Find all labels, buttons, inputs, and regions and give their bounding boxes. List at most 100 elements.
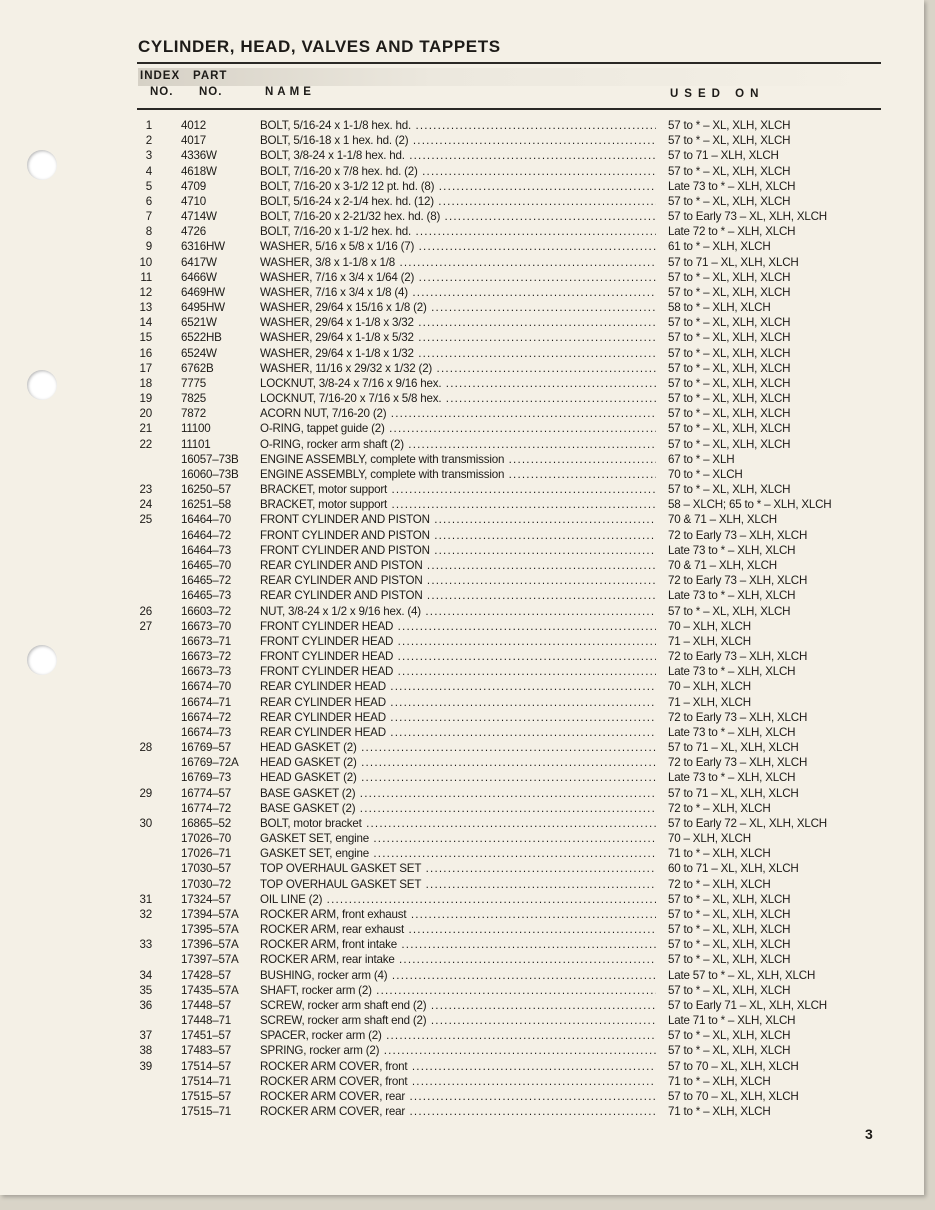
part-no: 17435–57A <box>181 983 239 997</box>
used-on: 71 to * – XLH, XLCH <box>668 1105 771 1119</box>
part-name: O-RING, rocker arm shaft (2) <box>260 437 656 452</box>
table-row: 17448–71 SCREW, rocker arm shaft end (2) L… <box>0 1013 924 1028</box>
part-no: 4709 <box>181 179 206 193</box>
part-name: SCREW, rocker arm shaft end (2) <box>260 998 656 1013</box>
header-name: NAME <box>265 86 315 98</box>
part-name: HEAD GASKET (2) <box>260 755 656 770</box>
used-on: 57 to 71 – XLH, XLCH <box>668 149 779 163</box>
index-no: 23 <box>139 483 153 497</box>
part-no: 16774–72 <box>181 801 231 815</box>
used-on: 57 to * – XL, XLH, XLCH <box>668 1029 791 1043</box>
index-no: 39 <box>139 1059 153 1073</box>
used-on: Late 73 to * – XLH, XLCH <box>668 665 796 679</box>
part-no: 16060–73B <box>181 467 239 481</box>
part-name: BOLT, 7/16-20 x 2-21/32 hex. hd. (8) <box>260 209 656 224</box>
part-no: 6469HW <box>181 285 225 299</box>
part-name: REAR CYLINDER HEAD <box>260 695 656 710</box>
used-on: 70 – XLH, XLCH <box>668 680 751 694</box>
index-no: 13 <box>139 301 153 315</box>
part-name: WASHER, 7/16 x 3/4 x 1/8 (4) <box>260 285 656 300</box>
index-no: 32 <box>139 907 153 921</box>
index-no: 3 <box>145 149 152 163</box>
part-no: 4336W <box>181 149 217 163</box>
table-row: 18 7775 LOCKNUT, 3/8-24 x 7/16 x 9/16 hex.… <box>0 376 924 391</box>
table-row: 21 11100 O-RING, tappet guide (2) 57 to * –… <box>0 421 924 436</box>
part-name: WASHER, 29/64 x 1-1/8 x 5/32 <box>260 330 656 345</box>
used-on: 57 to Early 73 – XL, XLH, XLCH <box>668 210 827 224</box>
part-name: HEAD GASKET (2) <box>260 740 656 755</box>
table-row: 17515–57 ROCKER ARM COVER, rear 57 to 70 –… <box>0 1089 924 1104</box>
page-title: CYLINDER, HEAD, VALVES AND TAPPETS <box>138 37 501 56</box>
used-on: Late 72 to * – XLH, XLCH <box>668 225 796 239</box>
part-name: TOP OVERHAUL GASKET SET <box>260 861 656 876</box>
used-on: 57 to 70 – XL, XLH, XLCH <box>668 1059 799 1073</box>
table-row: 5 4709 BOLT, 7/16-20 x 3-1/2 12 pt. hd. (8… <box>0 179 924 194</box>
part-name: GASKET SET, engine <box>260 846 656 861</box>
table-row: 11 6466W WASHER, 7/16 x 3/4 x 1/64 (2) 57 t… <box>0 270 924 285</box>
part-no: 4017 <box>181 134 206 148</box>
part-name: FRONT CYLINDER HEAD <box>260 619 656 634</box>
part-no: 17514–71 <box>181 1074 231 1088</box>
index-no: 24 <box>139 498 153 512</box>
part-no: 6524W <box>181 346 217 360</box>
part-name: WASHER, 7/16 x 3/4 x 1/64 (2) <box>260 270 656 285</box>
used-on: 57 to * – XL, XLH, XLCH <box>668 361 791 375</box>
table-row: 4 4618W BOLT, 7/16-20 x 7/8 hex. hd. (2) 57… <box>0 164 924 179</box>
part-name: O-RING, tappet guide (2) <box>260 421 656 436</box>
used-on: 57 to 71 – XL, XLH, XLCH <box>668 786 799 800</box>
part-name: REAR CYLINDER AND PISTON <box>260 573 656 588</box>
table-row: 29 16774–57 BASE GASKET (2) 57 to 71 – XL, … <box>0 786 924 801</box>
part-no: 6762B <box>181 361 214 375</box>
used-on: Late 73 to * – XLH, XLCH <box>668 771 796 785</box>
part-name: GASKET SET, engine <box>260 831 656 846</box>
index-no: 18 <box>139 376 153 390</box>
used-on: 57 to * – XL, XLH, XLCH <box>668 331 791 345</box>
part-no: 17394–57A <box>181 907 239 921</box>
used-on: 72 to Early 73 – XLH, XLCH <box>668 574 808 588</box>
header-part-no: NO. <box>199 86 223 98</box>
part-no: 16673–72 <box>181 650 231 664</box>
used-on: 57 to * – XL, XLH, XLCH <box>668 285 791 299</box>
part-name: BOLT, 7/16-20 x 3-1/2 12 pt. hd. (8) <box>260 179 656 194</box>
used-on: Late 73 to * – XLH, XLCH <box>668 179 796 193</box>
used-on: 72 to Early 73 – XLH, XLCH <box>668 528 808 542</box>
used-on: 57 to * – XL, XLH, XLCH <box>668 134 791 148</box>
part-name: WASHER, 29/64 x 1-1/8 x 3/32 <box>260 315 656 330</box>
used-on: 57 to * – XL, XLH, XLCH <box>668 164 791 178</box>
part-no: 16251–58 <box>181 498 231 512</box>
part-no: 17483–57 <box>181 1044 231 1058</box>
used-on: 57 to * – XL, XLH, XLCH <box>668 907 791 921</box>
index-no: 21 <box>139 422 153 436</box>
table-row: 17026–70 GASKET SET, engine 70 – XLH, XLCH <box>0 831 924 846</box>
binder-hole <box>27 150 57 180</box>
used-on: 57 to * – XL, XLH, XLCH <box>668 892 791 906</box>
index-no: 14 <box>139 316 153 330</box>
part-name: BUSHING, rocker arm (4) <box>260 968 656 983</box>
part-no: 4726 <box>181 225 206 239</box>
part-name: FRONT CYLINDER AND PISTON <box>260 512 656 527</box>
used-on: 71 to * – XLH, XLCH <box>668 847 771 861</box>
part-name: SPACER, rocker arm (2) <box>260 1028 656 1043</box>
table-row: 17515–71 ROCKER ARM COVER, rear 71 to * – … <box>0 1104 924 1119</box>
part-no: 16774–57 <box>181 786 231 800</box>
part-no: 17030–57 <box>181 862 231 876</box>
table-row: 19 7825 LOCKNUT, 7/16-20 x 7/16 x 5/8 hex.… <box>0 391 924 406</box>
table-row: 1 4012 BOLT, 5/16-24 x 1-1/8 hex. hd. 57 to… <box>0 118 924 133</box>
table-row: 16769–72A HEAD GASKET (2) 72 to Early 73 –… <box>0 755 924 770</box>
used-on: Late 73 to * – XLH, XLCH <box>668 543 796 557</box>
table-row: 16 6524W WASHER, 29/64 x 1-1/8 x 1/32 57 to… <box>0 346 924 361</box>
part-name: BOLT, 7/16-20 x 1-1/2 hex. hd. <box>260 224 656 239</box>
index-no: 37 <box>139 1029 153 1043</box>
used-on: 57 to * – XL, XLH, XLCH <box>668 376 791 390</box>
index-no: 15 <box>139 331 153 345</box>
table-row: 16060–73B ENGINE ASSEMBLY, complete with … <box>0 467 924 482</box>
part-name: BRACKET, motor support <box>260 482 656 497</box>
part-name: FRONT CYLINDER AND PISTON <box>260 528 656 543</box>
used-on: 72 to * – XLH, XLCH <box>668 801 771 815</box>
part-no: 16674–72 <box>181 710 231 724</box>
used-on: 61 to * – XLH, XLCH <box>668 240 771 254</box>
part-name: WASHER, 11/16 x 29/32 x 1/32 (2) <box>260 361 656 376</box>
header-rule <box>137 108 881 110</box>
used-on: 72 to Early 73 – XLH, XLCH <box>668 756 808 770</box>
table-row: 39 17514–57 ROCKER ARM COVER, front 57 to 7… <box>0 1059 924 1074</box>
